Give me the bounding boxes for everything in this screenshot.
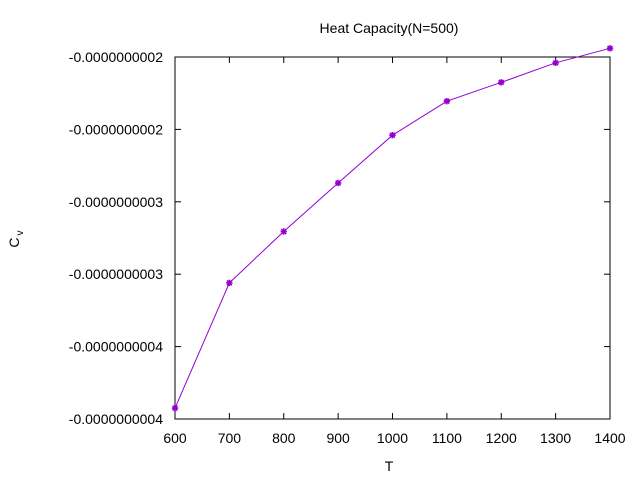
series-line [174, 47, 611, 409]
chart-title: Heat Capacity(N=500) [320, 20, 459, 36]
y-tick-label: -0.0000000004 [69, 411, 163, 427]
data-point [552, 59, 559, 66]
y-tick-label: -0.0000000003 [69, 194, 163, 210]
data-point [498, 79, 505, 86]
y-tick-label: -0.0000000002 [69, 121, 163, 137]
x-axis-label: T [385, 458, 394, 474]
x-tick-label: 1400 [594, 430, 625, 446]
data-point [334, 179, 342, 187]
x-tick-label: 1300 [540, 430, 571, 446]
x-tick-label: 1200 [486, 430, 517, 446]
data-point [389, 131, 396, 139]
y-axis-label: Cv [6, 230, 26, 247]
y-axis-label-sub: v [15, 230, 26, 235]
data-point [443, 97, 451, 105]
y-tick-label: -0.0000000002 [69, 49, 163, 65]
y-axis-label-main: C [6, 237, 22, 247]
x-tick-label: 1000 [377, 430, 408, 446]
x-tick-label: 800 [272, 430, 296, 446]
y-tick-label: -0.0000000003 [69, 266, 163, 282]
data-point [606, 45, 614, 52]
y-tick-label: -0.0000000004 [69, 339, 163, 355]
plot-frame [174, 56, 611, 420]
x-tick-label: 900 [326, 430, 350, 446]
series-layer [171, 45, 614, 412]
x-tick-label: 1100 [432, 430, 462, 446]
data-point [226, 279, 233, 287]
x-axis: 600 700 800 900 1000 1100 1200 1300 1400 [163, 57, 626, 446]
data-point [280, 228, 287, 235]
plot-border [174, 56, 611, 420]
x-tick-label: 600 [163, 430, 187, 446]
y-axis: -0.0000000002 -0.0000000002 -0.0000000003 -… [69, 49, 610, 427]
x-tick-label: 700 [218, 430, 242, 446]
data-point [171, 404, 179, 412]
